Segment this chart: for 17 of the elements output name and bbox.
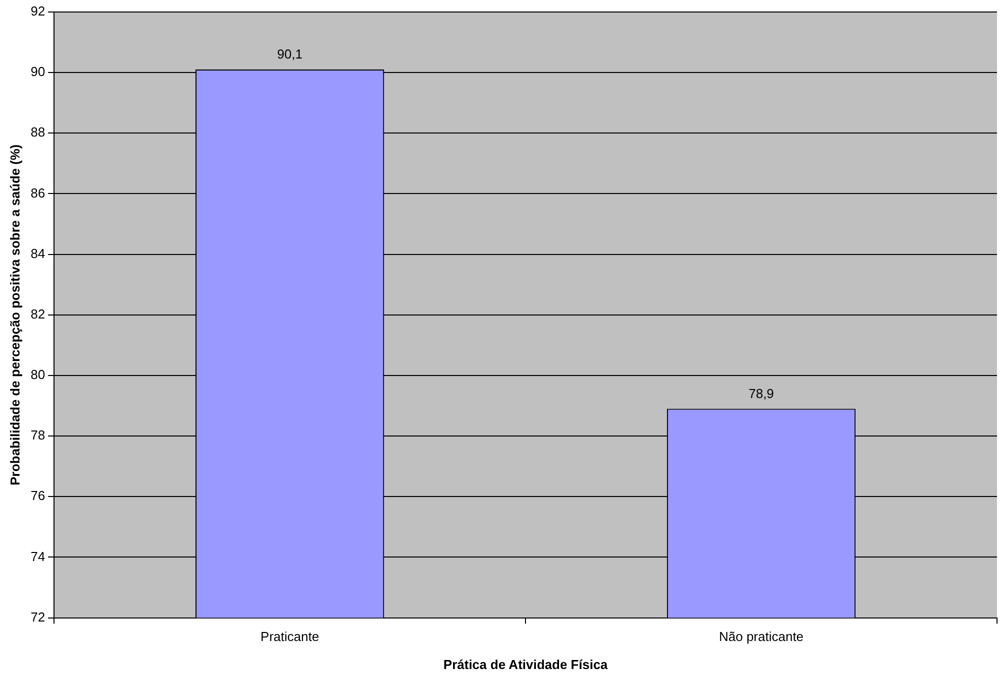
x-tick-label: Não praticante — [718, 629, 804, 644]
y-tick-label: 74 — [30, 548, 46, 564]
y-tick-label: 76 — [30, 488, 46, 504]
y-axis-title: Probabilidade de percepção positiva sobre a saúde (%) — [7, 144, 22, 486]
x-tick-label: Praticante — [260, 629, 320, 644]
y-tick-label: 90 — [30, 64, 46, 80]
y-tick-label: 88 — [30, 124, 46, 140]
y-tick-label: 92 — [30, 4, 46, 19]
y-tick-label: 84 — [30, 246, 46, 261]
data-label: 78,9 — [748, 386, 774, 401]
y-tick-label: 82 — [30, 306, 46, 322]
y-tick-label: 72 — [30, 609, 46, 624]
y-tick-label: 80 — [30, 367, 46, 382]
y-tick-label: 78 — [30, 428, 46, 443]
data-label: 90,1 — [277, 46, 302, 62]
x-axis-title: Prática de Atividade Física — [443, 656, 608, 672]
y-tick-label: 86 — [30, 185, 46, 200]
